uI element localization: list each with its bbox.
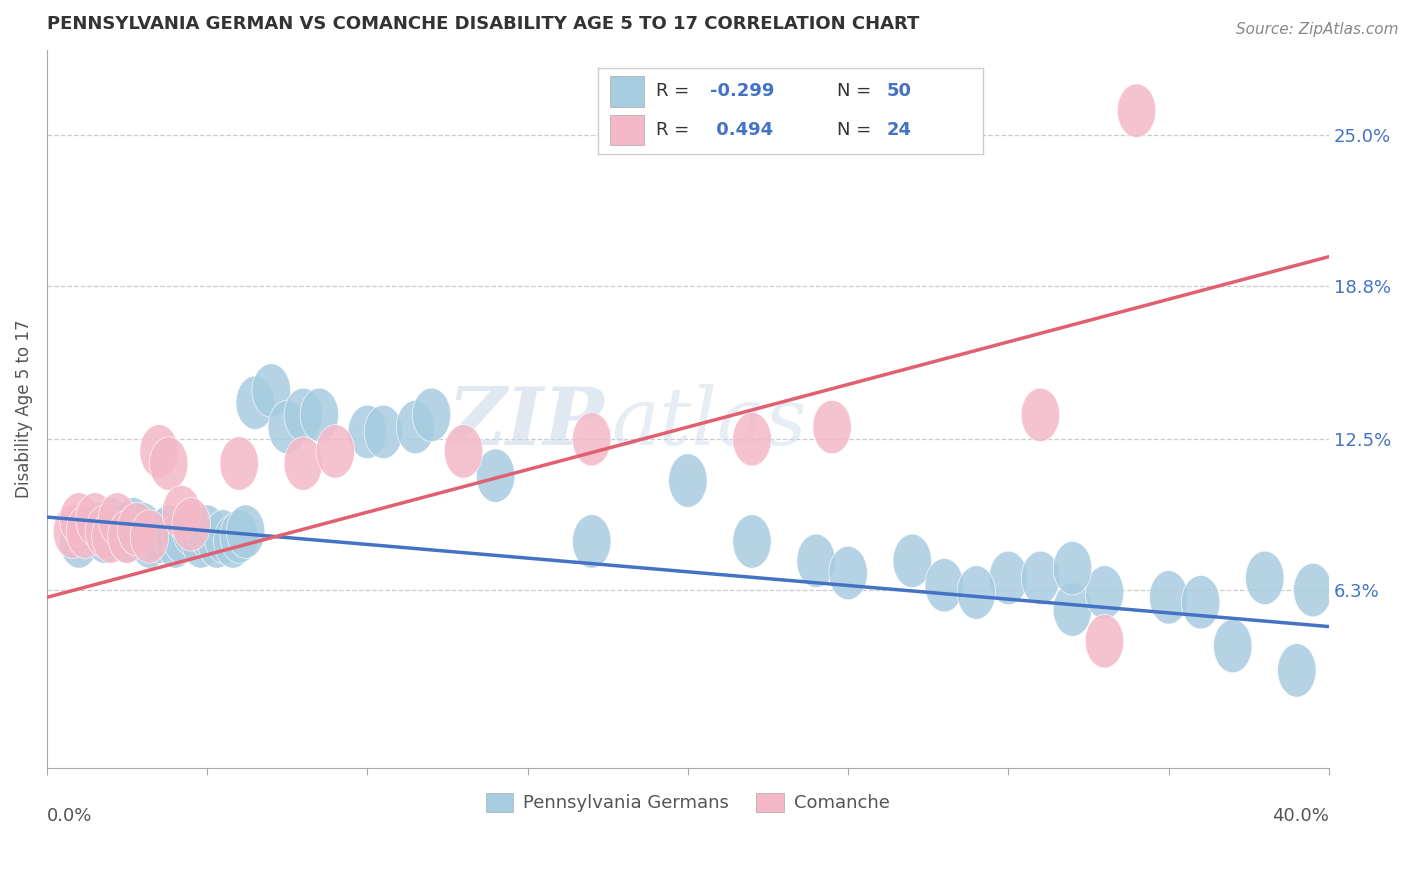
Ellipse shape: [1181, 575, 1220, 629]
Ellipse shape: [269, 401, 307, 454]
Ellipse shape: [284, 388, 322, 442]
Ellipse shape: [108, 509, 146, 563]
Ellipse shape: [131, 509, 169, 563]
Ellipse shape: [1021, 388, 1060, 442]
Ellipse shape: [76, 502, 114, 556]
Ellipse shape: [156, 515, 194, 568]
Ellipse shape: [149, 505, 188, 558]
Ellipse shape: [162, 485, 201, 539]
Text: PENNSYLVANIA GERMAN VS COMANCHE DISABILITY AGE 5 TO 17 CORRELATION CHART: PENNSYLVANIA GERMAN VS COMANCHE DISABILI…: [46, 15, 920, 33]
Ellipse shape: [1278, 644, 1316, 698]
Ellipse shape: [733, 412, 772, 466]
Ellipse shape: [733, 515, 772, 568]
Ellipse shape: [444, 425, 482, 478]
Ellipse shape: [1053, 582, 1091, 636]
Ellipse shape: [98, 492, 136, 546]
Ellipse shape: [59, 515, 98, 568]
Text: ZIP: ZIP: [447, 384, 605, 462]
Ellipse shape: [957, 566, 995, 619]
Ellipse shape: [188, 505, 226, 558]
Ellipse shape: [53, 505, 91, 558]
Text: Source: ZipAtlas.com: Source: ZipAtlas.com: [1236, 22, 1399, 37]
Ellipse shape: [412, 388, 451, 442]
Ellipse shape: [172, 502, 211, 556]
Ellipse shape: [572, 412, 612, 466]
Ellipse shape: [108, 509, 146, 563]
Ellipse shape: [139, 425, 179, 478]
Ellipse shape: [131, 515, 169, 568]
Ellipse shape: [830, 546, 868, 599]
Y-axis label: Disability Age 5 to 17: Disability Age 5 to 17: [15, 319, 32, 498]
Ellipse shape: [396, 401, 434, 454]
Ellipse shape: [172, 498, 211, 551]
Ellipse shape: [572, 515, 612, 568]
Ellipse shape: [114, 498, 153, 551]
Legend: Pennsylvania Germans, Comanche: Pennsylvania Germans, Comanche: [478, 786, 897, 820]
Ellipse shape: [219, 509, 259, 563]
Ellipse shape: [181, 515, 219, 568]
Text: 40.0%: 40.0%: [1272, 807, 1329, 825]
Ellipse shape: [1118, 84, 1156, 137]
Ellipse shape: [98, 505, 136, 558]
Ellipse shape: [219, 437, 259, 491]
Ellipse shape: [925, 558, 963, 612]
Ellipse shape: [226, 505, 264, 558]
Ellipse shape: [813, 401, 852, 454]
Ellipse shape: [236, 376, 274, 429]
Ellipse shape: [1085, 566, 1123, 619]
Ellipse shape: [91, 498, 131, 551]
Text: atlas: atlas: [612, 384, 807, 462]
Ellipse shape: [204, 509, 242, 563]
Ellipse shape: [299, 388, 339, 442]
Ellipse shape: [214, 515, 252, 568]
Ellipse shape: [117, 502, 156, 556]
Ellipse shape: [149, 437, 188, 491]
Ellipse shape: [1294, 563, 1331, 617]
Ellipse shape: [1085, 615, 1123, 668]
Ellipse shape: [316, 425, 354, 478]
Ellipse shape: [59, 492, 98, 546]
Ellipse shape: [1053, 541, 1091, 595]
Ellipse shape: [797, 534, 835, 588]
Ellipse shape: [1246, 551, 1284, 605]
Ellipse shape: [86, 509, 124, 563]
Ellipse shape: [252, 364, 291, 417]
Ellipse shape: [197, 515, 236, 568]
Ellipse shape: [284, 437, 322, 491]
Ellipse shape: [91, 509, 131, 563]
Ellipse shape: [76, 492, 114, 546]
Ellipse shape: [1150, 571, 1188, 624]
Ellipse shape: [349, 405, 387, 458]
Ellipse shape: [1213, 619, 1251, 673]
Text: 0.0%: 0.0%: [46, 807, 93, 825]
Ellipse shape: [893, 534, 931, 588]
Ellipse shape: [162, 509, 201, 563]
Ellipse shape: [139, 509, 179, 563]
Ellipse shape: [477, 449, 515, 502]
Ellipse shape: [86, 505, 124, 558]
Ellipse shape: [66, 505, 104, 558]
Ellipse shape: [364, 405, 402, 458]
Ellipse shape: [990, 551, 1028, 605]
Ellipse shape: [669, 454, 707, 508]
Ellipse shape: [1021, 551, 1060, 605]
Ellipse shape: [124, 502, 162, 556]
